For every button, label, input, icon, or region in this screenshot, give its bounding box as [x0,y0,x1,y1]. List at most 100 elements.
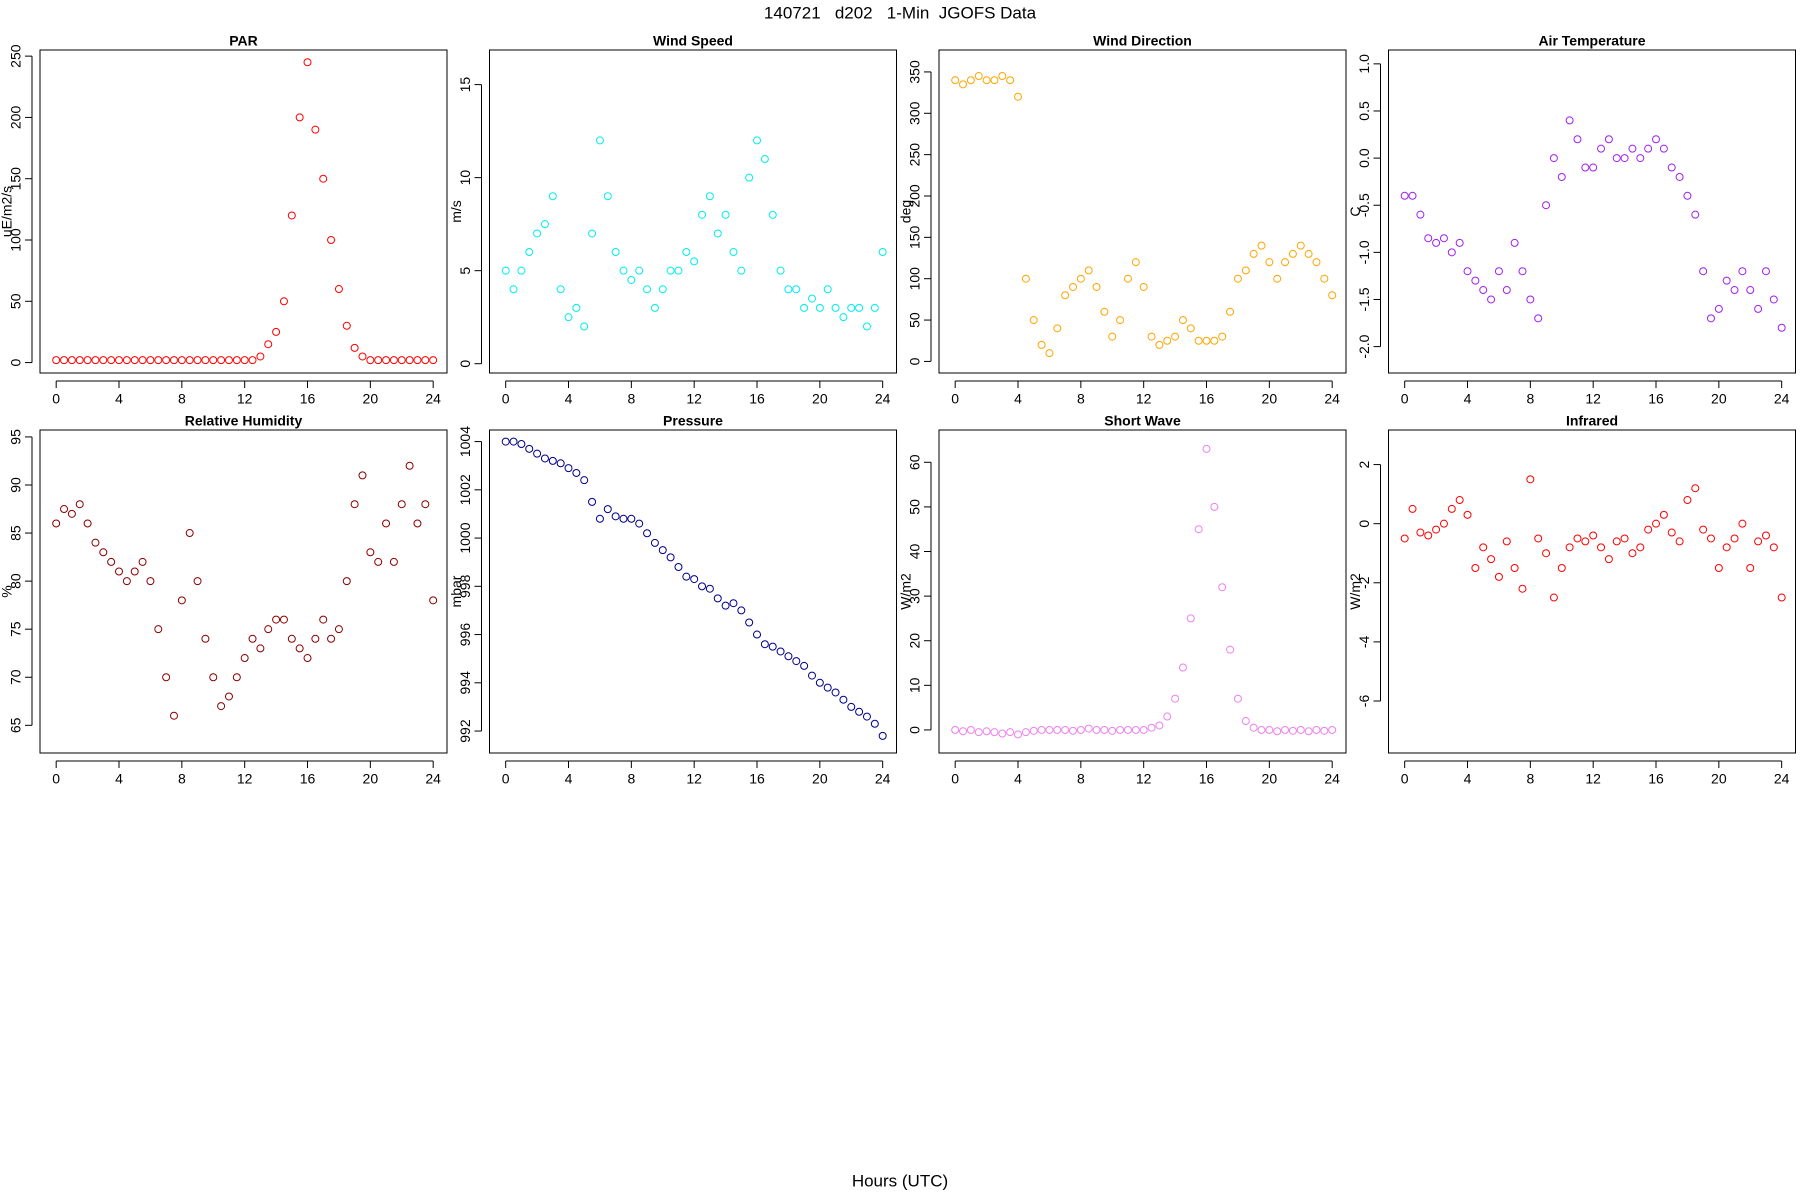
data-point [1667,163,1676,172]
data-point [1714,564,1723,573]
y-tick-label: 95 [8,429,24,445]
data-point [389,356,398,365]
data-point [382,519,391,528]
y-tick-label: 65 [8,717,24,733]
data-point [1312,725,1321,734]
data-point [1218,332,1227,341]
y-tick-label: 20 [907,633,923,649]
data-point [753,136,762,145]
x-tick-label: 8 [178,391,186,407]
data-point [358,352,367,361]
data-point [998,729,1007,738]
data-point [1408,504,1417,513]
data-point [1730,286,1739,295]
data-point [1644,525,1653,534]
data-point [815,678,824,687]
x-tick-label: 20 [363,391,379,407]
data-point [776,266,785,275]
data-point [1147,332,1156,341]
data-point [611,512,620,521]
data-point [1447,504,1456,513]
x-tick-label: 20 [1262,391,1278,407]
data-point [138,557,147,566]
data-point [429,596,438,605]
data-point [1471,276,1480,285]
data-point [264,625,273,634]
data-point [650,303,659,312]
figure-title: 140721 d202 1-Min JGOFS Data [764,3,1037,22]
data-point [1288,726,1297,735]
data-point [982,76,991,85]
data-point [154,356,163,365]
data-point [1659,510,1668,519]
data-point [1257,241,1266,250]
data-point [342,321,351,330]
data-point [588,229,597,238]
data-point [1722,276,1731,285]
panel-title: Short Wave [1104,413,1181,429]
data-point [1045,349,1054,358]
y-tick-label: 0 [8,358,24,366]
data-point [1092,725,1101,734]
data-point [185,529,194,538]
data-point [1139,725,1148,734]
data-point [540,454,549,463]
data-point [1494,267,1503,276]
data-point [1014,92,1023,101]
data-point [1328,291,1337,300]
data-point [224,356,233,365]
data-point [1045,725,1054,734]
y-tick-label: 1.0 [1356,54,1372,74]
data-point [1116,725,1125,734]
data-point [1549,154,1558,163]
x-tick-label: 16 [749,771,765,787]
data-point [1084,724,1093,733]
y-tick-label: -2.0 [1356,334,1372,358]
y-tick-label: 150 [907,225,923,249]
x-tick-label: 4 [565,391,573,407]
data-point [1526,475,1535,484]
y-tick-label: 0.0 [1356,148,1372,168]
panel-title: Infrared [1566,413,1618,429]
x-tick-label: 20 [812,771,828,787]
data-point [525,444,534,453]
data-point [1542,549,1551,558]
x-tick-label: 24 [425,771,441,787]
data-point [1320,274,1329,283]
data-point [130,356,139,365]
data-point [311,125,320,134]
data-point [1029,316,1038,325]
data-point [350,343,359,352]
data-point [1439,519,1448,528]
data-point [217,356,226,365]
data-point [1194,525,1203,534]
x-tick-label: 0 [1401,771,1409,787]
data-point [753,630,762,639]
y-tick-label: 1004 [457,426,473,457]
data-point [1644,144,1653,153]
data-point [1455,496,1464,505]
data-point [1178,663,1187,672]
data-point [366,356,375,365]
data-point [1659,144,1668,153]
data-point [295,113,304,122]
data-point [1487,295,1496,304]
data-point [807,294,816,303]
data-point [122,577,131,586]
data-point [1006,76,1015,85]
data-point [99,356,108,365]
data-point [1683,496,1692,505]
data-point [1100,307,1109,316]
data-point [611,248,620,257]
data-point [1328,725,1337,734]
data-point [83,356,92,365]
data-point [847,303,856,312]
data-point [603,505,612,514]
data-point [1163,712,1172,721]
data-point [1233,274,1242,283]
data-point [1652,135,1661,144]
data-point [1769,295,1778,304]
y-axis-label: mbar [448,575,464,607]
data-point [1092,282,1101,291]
data-point [60,356,69,365]
